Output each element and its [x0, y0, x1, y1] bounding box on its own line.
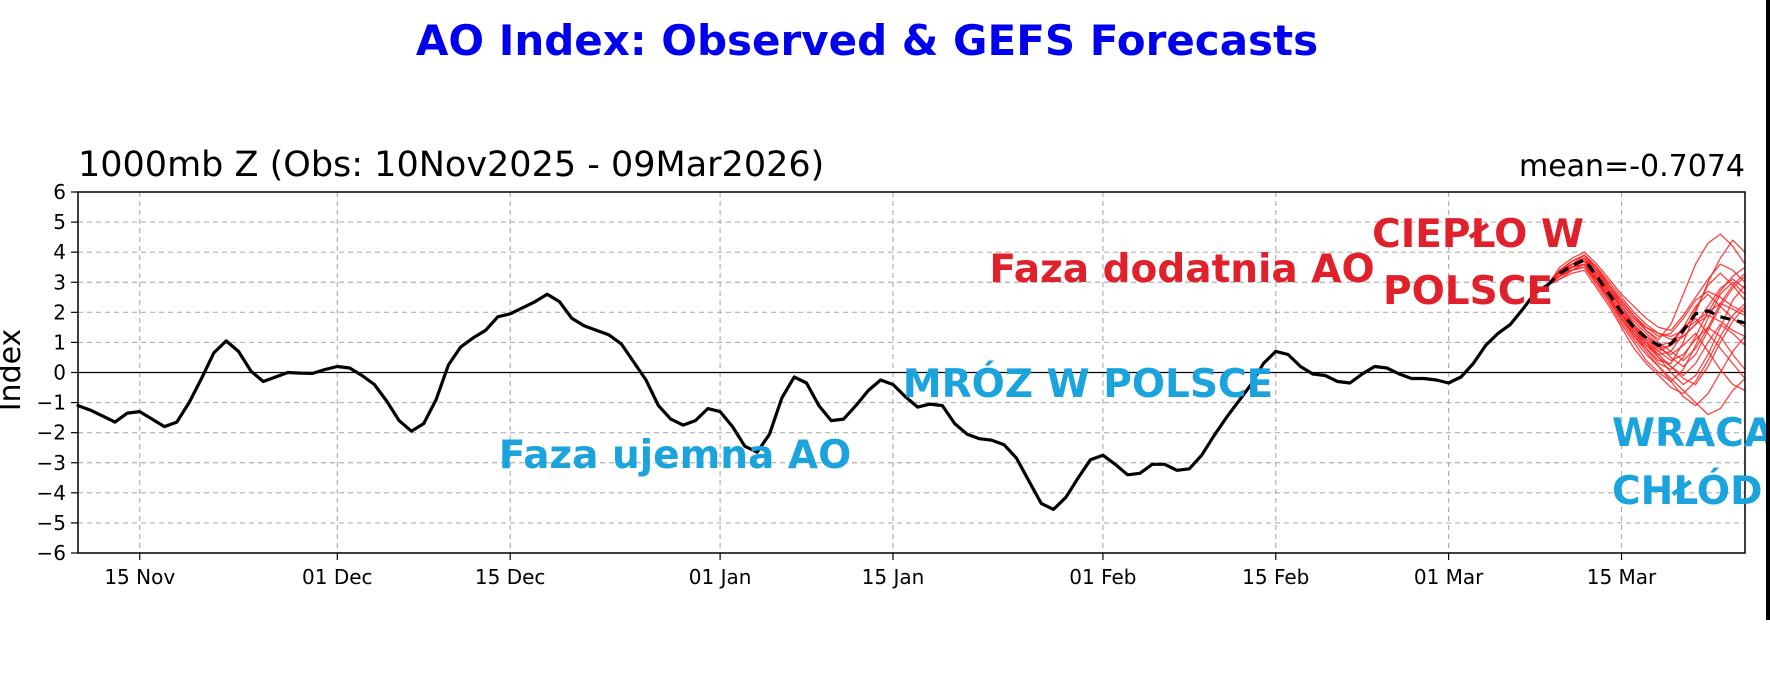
ensemble-member-line	[1547, 266, 1746, 353]
x-tick-label: 01 Jan	[689, 565, 752, 589]
annotation-label: POLSCE	[1383, 269, 1553, 314]
chart-subtitle: 1000mb Z (Obs: 10Nov2025 - 09Mar2026)	[78, 145, 824, 185]
y-tick-label: −1	[37, 391, 66, 415]
y-axis-ticks: −6 −5 −4 −3 −2 −1 0 1 2 3 4 5 6	[37, 180, 78, 565]
y-axis-label: Index	[0, 329, 28, 412]
x-tick-label: 01 Feb	[1069, 565, 1136, 589]
y-tick-label: 3	[53, 270, 66, 294]
y-tick-label: −5	[37, 511, 66, 535]
right-edge-bar	[1766, 0, 1770, 620]
x-tick-label: 15 Jan	[862, 565, 925, 589]
ensemble-member-line	[1546, 251, 1746, 332]
annotation-label: Faza ujemna AO	[499, 433, 852, 478]
ensemble-member-line	[1547, 269, 1746, 395]
x-axis-ticks: 15 Nov 01 Dec 15 Dec 01 Jan 15 Jan 01 Feb 15 F…	[104, 553, 1657, 589]
annotation-label: CHŁÓD	[1612, 467, 1762, 514]
ensemble-member-line	[1546, 254, 1746, 341]
x-tick-label: 01 Dec	[302, 565, 373, 589]
y-tick-label: −2	[37, 421, 66, 445]
annotation-label: WRACA	[1612, 411, 1770, 456]
y-tick-label: 0	[53, 361, 66, 385]
annotation-label: CIEPŁO W	[1372, 212, 1584, 257]
x-tick-label: 15 Dec	[475, 565, 546, 589]
y-tick-label: 4	[53, 240, 66, 264]
ensemble-member-line	[1547, 263, 1746, 407]
x-tick-label: 15 Mar	[1587, 565, 1657, 589]
y-tick-label: −6	[37, 541, 66, 565]
y-tick-label: −4	[37, 481, 66, 505]
chart-title: AO Index: Observed & GEFS Forecasts	[416, 16, 1318, 65]
forecast-mean-line	[1546, 258, 1746, 347]
y-tick-label: 1	[53, 330, 66, 354]
x-tick-label: 15 Nov	[104, 565, 175, 589]
x-tick-label: 15 Feb	[1242, 565, 1309, 589]
annotation-label: Faza dodatnia AO	[989, 247, 1374, 292]
series-lines	[76, 258, 1746, 511]
y-tick-label: 2	[53, 300, 66, 324]
observed-line	[76, 283, 1550, 511]
mean-label: mean=-0.7074	[1519, 149, 1745, 184]
y-tick-label: 6	[53, 180, 66, 204]
y-tick-label: 5	[53, 210, 66, 234]
plot-frame	[77, 191, 1746, 554]
ensemble-member-line	[1547, 260, 1746, 386]
x-tick-label: 01 Mar	[1414, 565, 1484, 589]
y-tick-label: −3	[37, 451, 66, 475]
annotation-label: MRÓZ W POLSCE	[903, 360, 1273, 407]
ensemble-members	[1546, 233, 1746, 416]
ensemble-member-line	[1547, 263, 1746, 356]
ensemble-member-line	[1546, 254, 1746, 386]
